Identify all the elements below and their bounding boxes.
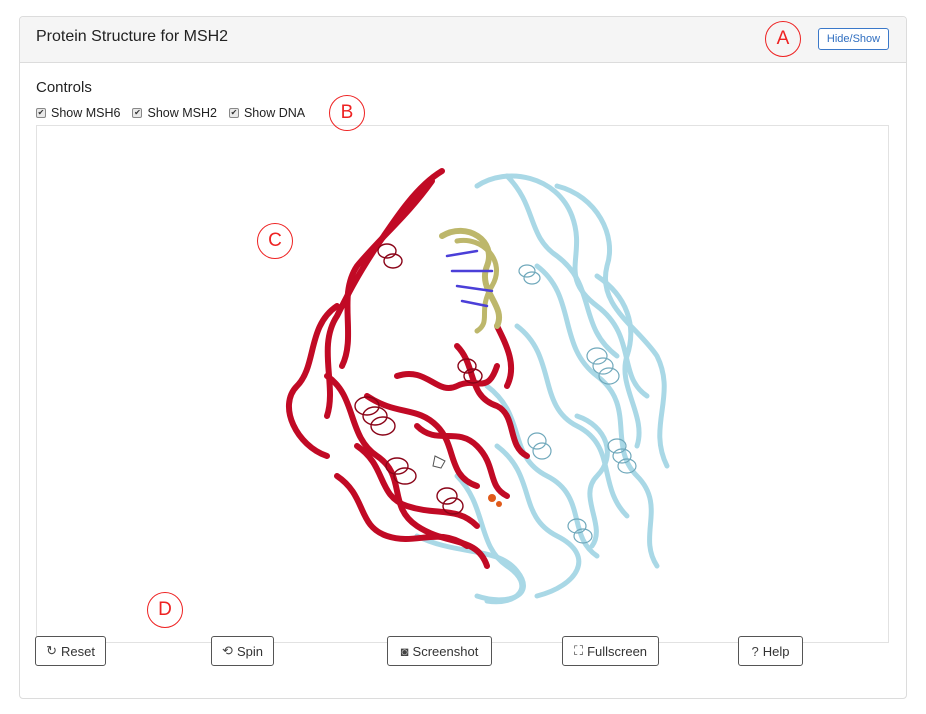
spin-icon: ⟲ xyxy=(222,643,233,658)
reset-label: Reset xyxy=(60,643,95,659)
annotation-d: D xyxy=(147,592,183,628)
camera-icon: ◙ xyxy=(400,643,409,659)
spin-label: Spin xyxy=(236,643,263,659)
structure-viewer-canvas[interactable] xyxy=(36,125,889,643)
annotation-c: C xyxy=(257,223,293,259)
reset-icon: ↻ xyxy=(46,643,57,658)
show-msh2-label: Show MSH2 xyxy=(147,106,217,120)
help-label: Help xyxy=(762,643,790,659)
hide-show-button[interactable]: Hide/Show xyxy=(818,28,889,50)
annotation-a: A xyxy=(765,21,801,57)
ligand-cluster xyxy=(432,455,502,507)
screenshot-label: Screenshot xyxy=(412,643,479,659)
checkbox-checked-icon[interactable]: ✔ xyxy=(36,108,46,118)
show-dna-label: Show DNA xyxy=(243,106,306,120)
screenshot-button[interactable]: ◙ Screenshot xyxy=(387,636,492,666)
show-msh2-checkbox[interactable]: ✔ Show MSH2 xyxy=(132,106,217,120)
fullscreen-icon: ⛶ xyxy=(573,643,584,658)
checkbox-checked-icon[interactable]: ✔ xyxy=(132,108,143,118)
help-icon: ? xyxy=(751,643,759,659)
spin-button[interactable]: ⟲ Spin xyxy=(211,636,274,666)
annotation-b: B xyxy=(329,95,365,131)
structure-panel: Protein Structure for MSH2 Hide/Show Con… xyxy=(19,16,907,699)
msh2-helix-coils xyxy=(518,264,637,544)
fullscreen-button[interactable]: ⛶ Fullscreen xyxy=(562,636,659,666)
msh2-chain xyxy=(414,173,670,605)
controls-title: Controls xyxy=(36,79,92,96)
protein-structure-render xyxy=(285,168,670,605)
msh6-chain xyxy=(285,168,530,569)
checkbox-checked-icon[interactable]: ✔ xyxy=(228,108,239,118)
show-msh6-label: Show MSH6 xyxy=(51,106,121,120)
show-dna-checkbox[interactable]: ✔ Show DNA xyxy=(228,106,306,120)
dna-helix xyxy=(439,227,502,334)
reset-button[interactable]: ↻ Reset xyxy=(35,636,106,666)
msh6-helix-coils xyxy=(354,243,483,515)
checkbox-group: ✔ Show MSH6 ✔ Show MSH2 ✔ Show DNA xyxy=(36,106,305,120)
show-msh6-checkbox[interactable]: ✔ Show MSH6 xyxy=(36,106,120,120)
panel-header: Protein Structure for MSH2 Hide/Show xyxy=(20,17,906,63)
help-button[interactable]: ? Help xyxy=(738,636,803,666)
fullscreen-label: Fullscreen xyxy=(587,643,648,659)
panel-title: Protein Structure for MSH2 xyxy=(36,28,229,45)
